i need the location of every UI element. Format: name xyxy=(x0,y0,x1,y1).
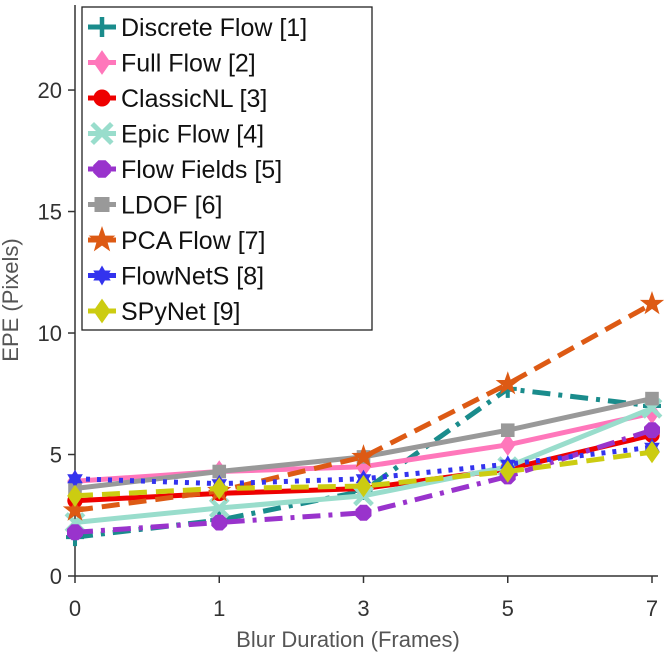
legend-box xyxy=(81,6,373,331)
legend-item: FlowNetS [8] xyxy=(88,263,264,291)
legend-marker xyxy=(93,89,111,107)
data-point xyxy=(355,474,372,498)
legend-item: SPyNet [9] xyxy=(88,298,241,326)
data-point xyxy=(645,391,659,406)
legend-label: Discrete Flow [1] xyxy=(121,14,307,42)
series-layer xyxy=(62,291,665,547)
series-9 xyxy=(67,440,660,508)
series-line xyxy=(74,301,654,513)
legend-item: ClassicNL [3] xyxy=(88,85,267,113)
legend-marker xyxy=(94,197,110,212)
data-point xyxy=(208,497,230,519)
data-point xyxy=(62,497,88,521)
y-tick-label: 5 xyxy=(50,443,62,468)
legend-item: Flow Fields [5] xyxy=(88,156,282,184)
y-tick-label: 20 xyxy=(38,78,62,103)
data-point xyxy=(644,440,660,464)
x-tick-label: 7 xyxy=(646,596,658,621)
y-axis-title: EPE (Pixels) xyxy=(0,238,23,361)
legend-marker xyxy=(93,298,111,324)
legend-label: ClassicNL [3] xyxy=(121,85,267,113)
x-tick-label: 0 xyxy=(69,596,81,621)
data-point xyxy=(500,423,515,438)
legend-item: Full Flow [2] xyxy=(88,50,256,78)
legend-marker xyxy=(92,17,112,37)
data-point xyxy=(499,433,516,457)
data-point xyxy=(67,469,83,488)
legend-marker xyxy=(90,121,114,146)
data-point xyxy=(644,422,660,439)
legend-item: LDOF [6] xyxy=(88,192,222,220)
x-axis-title: Blur Duration (Frames) xyxy=(236,627,460,652)
legend-marker xyxy=(93,50,111,75)
legend-item: PCA Flow [7] xyxy=(88,225,266,255)
legend-marker xyxy=(93,160,111,178)
legend: Discrete Flow [1] Full Flow [2] ClassicNL … xyxy=(81,6,373,331)
x-tick-label: 3 xyxy=(357,596,369,621)
legend-label: Flow Fields [5] xyxy=(121,156,282,184)
series-5 xyxy=(67,422,660,541)
data-point xyxy=(211,514,228,531)
data-point xyxy=(351,444,376,468)
y-tick-label: 15 xyxy=(38,200,62,225)
data-point xyxy=(211,477,228,500)
legend-label: PCA Flow [7] xyxy=(121,227,266,255)
data-point xyxy=(67,524,83,541)
x-tick-label: 1 xyxy=(213,596,225,621)
legend-marker xyxy=(93,265,111,286)
y-tick-label: 0 xyxy=(50,564,62,589)
y-tick-label: 10 xyxy=(38,321,62,346)
legend-label: SPyNet [9] xyxy=(121,298,241,326)
data-point xyxy=(499,460,516,483)
legend-item: Epic Flow [4] xyxy=(88,121,264,149)
data-point xyxy=(67,484,83,508)
legend-label: LDOF [6] xyxy=(121,192,222,220)
data-point xyxy=(639,291,665,315)
x-tick-label: 5 xyxy=(502,596,514,621)
legend-marker xyxy=(88,225,116,252)
data-point xyxy=(495,371,520,395)
legend-label: Full Flow [2] xyxy=(121,50,256,78)
series-line xyxy=(74,449,653,499)
axes: 0 5 10 15 20 0 1 3 5 7 xyxy=(38,5,658,621)
data-point xyxy=(355,504,372,521)
legend-item: Discrete Flow [1] xyxy=(88,14,307,42)
legend-label: Epic Flow [4] xyxy=(121,121,264,149)
legend-label: FlowNetS [8] xyxy=(121,263,264,291)
